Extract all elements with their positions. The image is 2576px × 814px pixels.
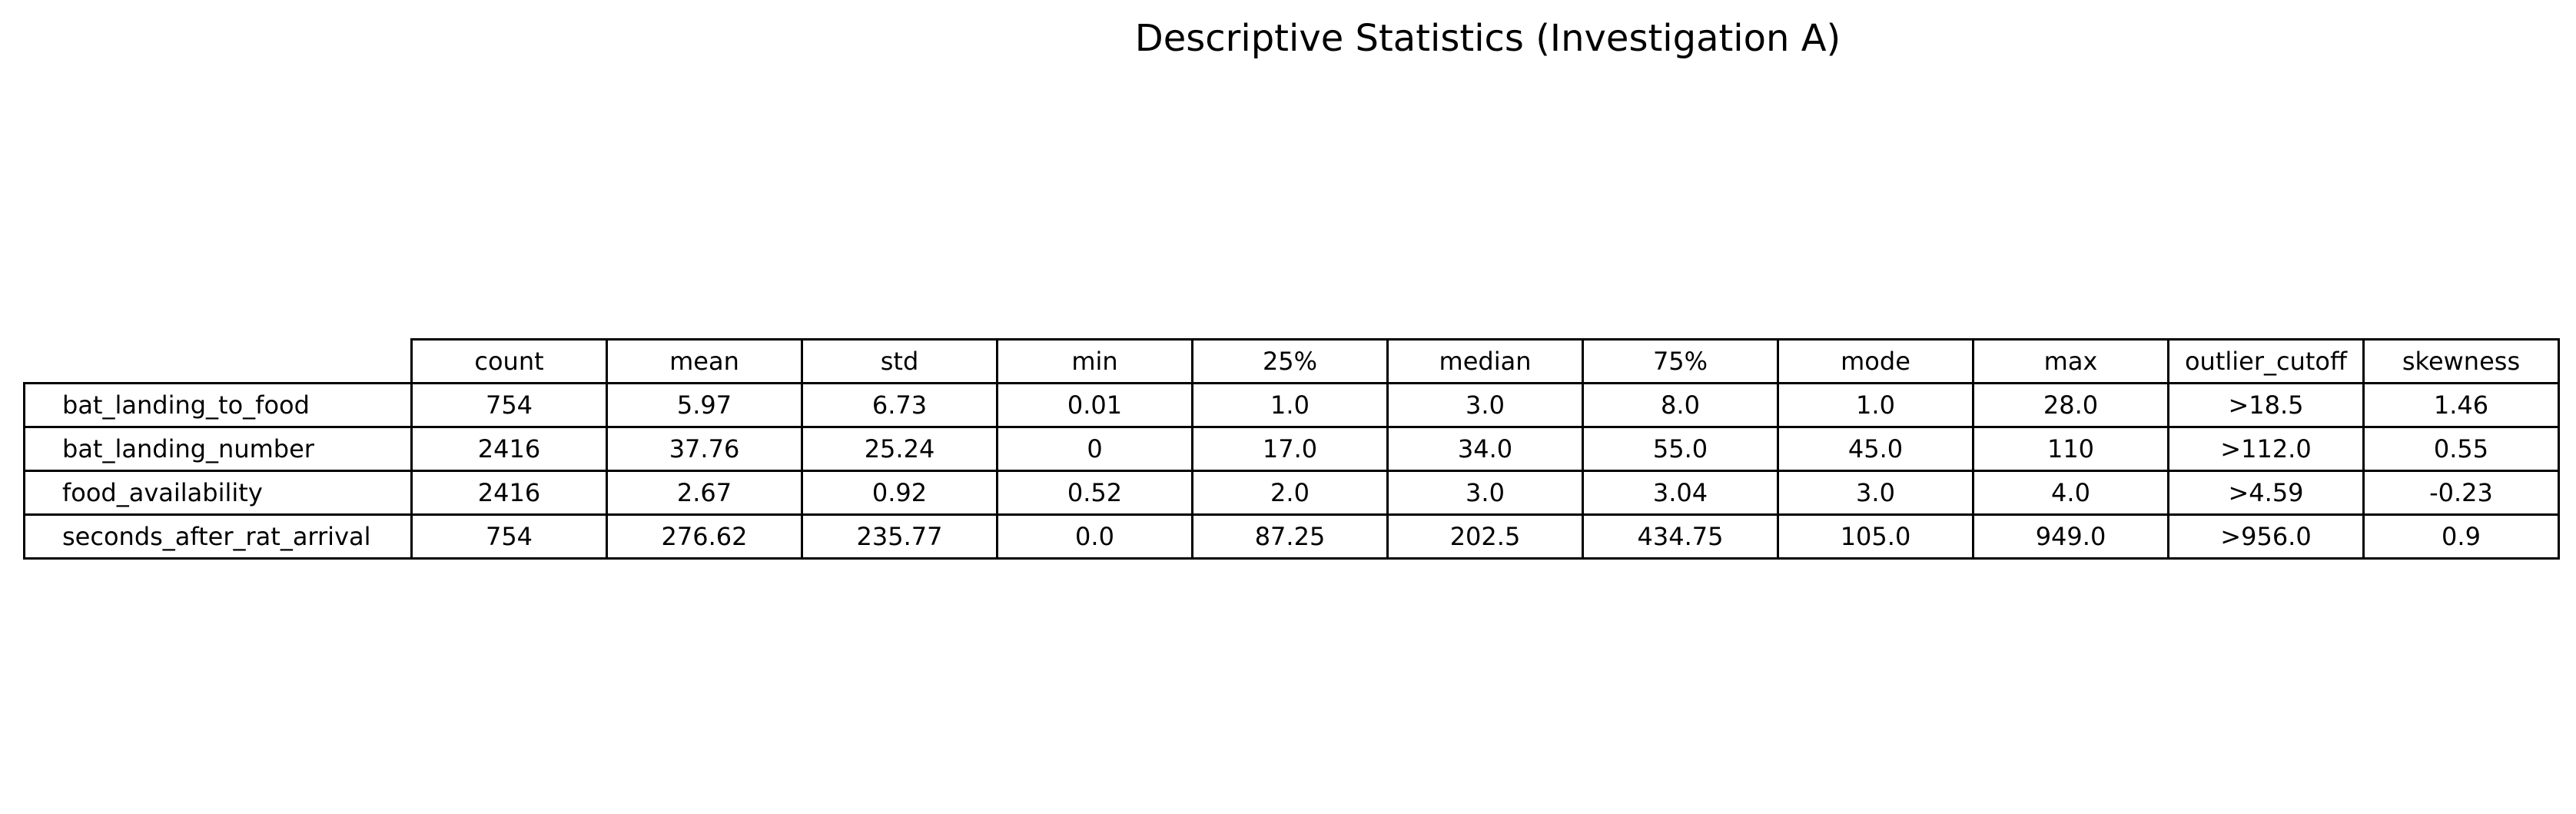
column-header: std (801, 338, 998, 384)
table-cell: 3.0 (1386, 470, 1584, 516)
statistics-table: count mean std min 25% median 75% mode max outlie… (23, 338, 2560, 560)
table-cell: 5.97 (606, 382, 803, 428)
row-label: bat_landing_number (23, 426, 413, 472)
table-cell: >956.0 (2167, 513, 2365, 560)
table-cell: 55.0 (1582, 426, 1779, 472)
table-cell: 2416 (410, 426, 608, 472)
table-cell: 2.0 (1191, 470, 1389, 516)
row-label: food_availability (23, 470, 413, 516)
column-header: count (410, 338, 608, 384)
column-header: 25% (1191, 338, 1389, 384)
corner-cell (24, 339, 413, 384)
table-cell: 110 (1972, 426, 2169, 472)
column-header: mean (606, 338, 803, 384)
table-cell: 0.0 (996, 513, 1193, 560)
table-cell: 0.9 (2362, 513, 2560, 560)
table-cell: 1.0 (1191, 382, 1389, 428)
table-row: seconds_after_rat_arrival 754 276.62 235.77… (23, 513, 2560, 560)
table-cell: >112.0 (2167, 426, 2365, 472)
table-cell: 3.04 (1582, 470, 1779, 516)
table-cell: 4.0 (1972, 470, 2169, 516)
table-cell: 37.76 (606, 426, 803, 472)
table-cell: 0.92 (801, 470, 998, 516)
table-cell: 8.0 (1582, 382, 1779, 428)
table-row: bat_landing_to_food 754 5.97 6.73 0.01 1.0 3.0… (23, 382, 2560, 428)
column-header: skewness (2362, 338, 2560, 384)
column-header: min (996, 338, 1193, 384)
column-header: median (1386, 338, 1584, 384)
table-cell: 34.0 (1386, 426, 1584, 472)
table-cell: 202.5 (1386, 513, 1584, 560)
table-cell: 3.0 (1777, 470, 1974, 516)
table-header: count mean std min 25% median 75% mode max outlie… (24, 338, 2560, 384)
table-cell: 87.25 (1191, 513, 1389, 560)
column-header: outlier_cutoff (2167, 338, 2365, 384)
table-cell: 949.0 (1972, 513, 2169, 560)
row-label: seconds_after_rat_arrival (23, 513, 413, 560)
table-cell: 105.0 (1777, 513, 1974, 560)
table-body: bat_landing_to_food 754 5.97 6.73 0.01 1.0 3.0… (23, 382, 2560, 560)
header-row: count mean std min 25% median 75% mode max outlie… (24, 338, 2560, 384)
table-cell: 1.0 (1777, 382, 1974, 428)
row-label: bat_landing_to_food (23, 382, 413, 428)
table-cell: 2416 (410, 470, 608, 516)
table-cell: 25.24 (801, 426, 998, 472)
table-cell: 17.0 (1191, 426, 1389, 472)
table-row: bat_landing_number 2416 37.76 25.24 0 17.0 34.… (23, 426, 2560, 472)
chart-title: Descriptive Statistics (Investigation A) (1134, 17, 1841, 60)
table-cell: 754 (410, 513, 608, 560)
table-cell: 45.0 (1777, 426, 1974, 472)
table-cell: 3.0 (1386, 382, 1584, 428)
table-cell: 0.52 (996, 470, 1193, 516)
table-cell: 0 (996, 426, 1193, 472)
table-cell: -0.23 (2362, 470, 2560, 516)
table-cell: 28.0 (1972, 382, 2169, 428)
table-cell: 1.46 (2362, 382, 2560, 428)
column-header: max (1972, 338, 2169, 384)
table-cell: 0.55 (2362, 426, 2560, 472)
table-cell: 2.67 (606, 470, 803, 516)
table-cell: 276.62 (606, 513, 803, 560)
table-cell: 754 (410, 382, 608, 428)
table-cell: 235.77 (801, 513, 998, 560)
table-cell: 434.75 (1582, 513, 1779, 560)
column-header: mode (1777, 338, 1974, 384)
column-header: 75% (1582, 338, 1779, 384)
table-cell: 6.73 (801, 382, 998, 428)
table-cell: >18.5 (2167, 382, 2365, 428)
table-cell: 0.01 (996, 382, 1193, 428)
table-cell: >4.59 (2167, 470, 2365, 516)
table-row: food_availability 2416 2.67 0.92 0.52 2.0 3.0 3… (23, 470, 2560, 516)
